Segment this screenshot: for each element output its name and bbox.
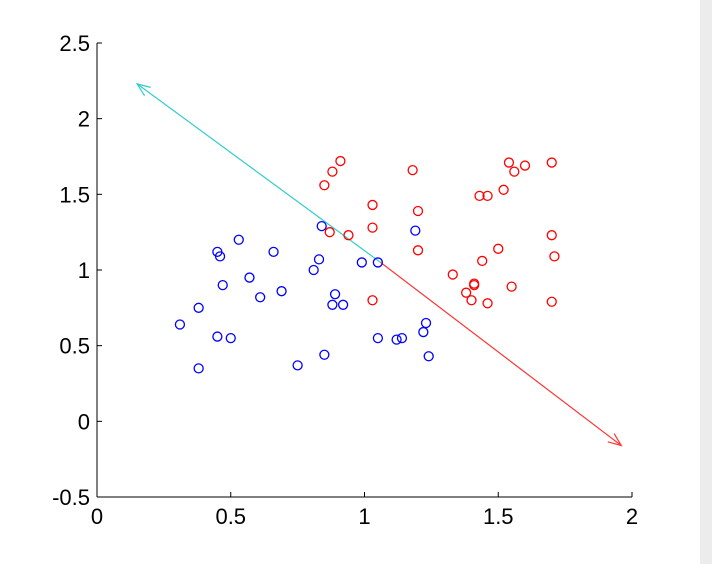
data-point [327,299,338,310]
data-point [327,166,338,177]
y-tick-label: 1.5 [59,182,90,207]
data-point [268,246,279,257]
data-point [255,292,266,303]
data-point [193,363,204,374]
arrow-shaft [380,261,622,447]
data-point [337,299,349,310]
data-point [391,334,402,345]
data-point [418,326,429,338]
y-tick-label: 0.5 [59,334,90,359]
data-point [356,257,367,268]
data-point [477,255,488,267]
data-point [509,166,520,177]
data-point [482,298,493,309]
data-point [308,264,319,276]
y-tick-label: -0.5 [52,485,90,510]
scatter-plot: 0 0.5 1 1.5 2-0.500.511.522.5 [52,31,638,529]
data-point [460,287,472,298]
data-point [482,190,493,201]
data-point [412,245,424,256]
y-tick-label: 1 [78,258,90,283]
data-point [225,332,236,344]
data-point [546,296,557,307]
data-point [324,227,335,238]
y-tick-label: 0 [78,409,90,434]
points-layer [174,155,560,374]
data-point [214,251,226,262]
data-point [447,269,458,280]
data-point [335,155,346,167]
data-point [313,254,325,265]
data-point [212,331,223,342]
data-point [469,279,480,291]
data-point [233,234,244,245]
data-point [292,360,303,371]
data-point [506,281,517,292]
data-point [519,160,531,171]
y-tick-label: 2.5 [59,31,90,56]
x-tick-label: 1 [358,504,370,529]
arrows-layer [135,82,623,447]
data-point [343,230,354,241]
data-point [410,225,421,236]
data-point [276,286,287,297]
arrow-head [607,433,623,447]
data-point [316,220,327,232]
data-point [466,295,477,306]
data-point [503,157,515,168]
data-point [423,351,434,362]
data-point [319,349,330,360]
data-point [396,332,408,344]
data-point [493,243,504,254]
y-tick-label: 2 [78,107,90,132]
window-edge [700,0,712,564]
data-point [367,295,378,306]
data-point [367,199,378,211]
x-tick-label: 0 [91,504,103,529]
x-tick-label: 0.5 [215,504,246,529]
data-point [412,205,424,217]
data-point [174,319,186,330]
data-point [546,157,557,168]
data-point [193,302,204,313]
data-point [217,279,228,291]
data-point [372,332,384,344]
data-point [546,230,557,241]
data-point [372,257,384,268]
data-point [549,251,560,262]
data-point [319,180,330,191]
data-point [367,222,378,233]
axes-layer: 0 0.5 1 1.5 2-0.500.511.522.5 [52,31,638,529]
data-point [244,272,255,283]
data-point [474,190,485,201]
data-point [407,164,418,176]
arrow-shaft [136,83,381,263]
data-point [329,289,341,300]
x-tick-label: 2 [626,504,638,529]
data-point [498,184,509,195]
x-tick-label: 1.5 [483,504,514,529]
data-point [420,317,432,329]
arrow-head [135,82,151,97]
